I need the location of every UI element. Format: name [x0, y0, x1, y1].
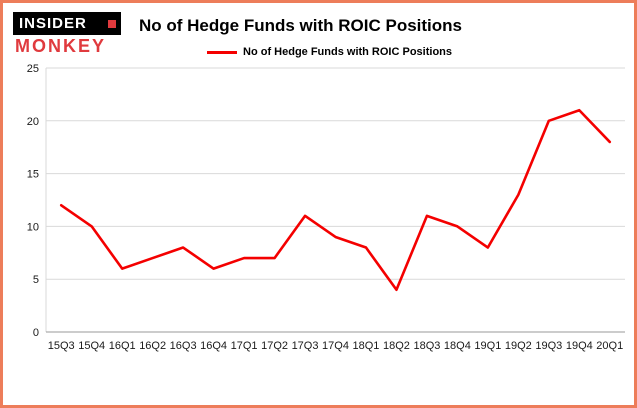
x-tick-label: 16Q4	[200, 340, 227, 352]
y-tick-label: 5	[33, 274, 39, 286]
x-tick-label: 15Q3	[48, 340, 75, 352]
x-tick-label: 17Q4	[322, 340, 349, 352]
x-tick-label: 16Q3	[170, 340, 197, 352]
x-tick-label: 19Q2	[505, 340, 532, 352]
legend: No of Hedge Funds with ROIC Positions	[207, 46, 462, 58]
logo-monkey-icon	[108, 19, 116, 28]
legend-line-swatch	[207, 50, 237, 54]
x-tick-label: 20Q1	[596, 340, 623, 352]
y-tick-label: 25	[27, 63, 39, 75]
x-tick-label: 15Q4	[78, 340, 105, 352]
x-tick-label: 19Q4	[566, 340, 593, 352]
y-tick-label: 15	[27, 169, 39, 181]
y-tick-label: 10	[27, 221, 39, 233]
x-tick-label: 18Q2	[383, 340, 410, 352]
chart-title: No of Hedge Funds with ROIC Positions	[139, 16, 462, 35]
y-tick-label: 20	[27, 116, 39, 128]
x-tick-label: 18Q3	[413, 340, 440, 352]
title-block: No of Hedge Funds with ROIC Positions No…	[139, 12, 462, 58]
logo-text-insider: INSIDER	[19, 15, 87, 32]
y-tick-label: 0	[33, 327, 39, 339]
x-tick-label: 19Q3	[535, 340, 562, 352]
insider-monkey-logo: INSIDER MONKEY	[13, 12, 121, 57]
legend-label: No of Hedge Funds with ROIC Positions	[243, 46, 452, 58]
chart-header: INSIDER MONKEY No of Hedge Funds with RO…	[3, 3, 634, 58]
x-tick-label: 17Q1	[231, 340, 258, 352]
x-tick-label: 16Q1	[109, 340, 136, 352]
x-tick-label: 17Q3	[292, 340, 319, 352]
x-tick-label: 16Q2	[139, 340, 166, 352]
x-tick-label: 17Q2	[261, 340, 288, 352]
series-line	[59, 108, 612, 292]
logo-text-monkey: MONKEY	[15, 36, 107, 56]
x-tick-label: 18Q4	[444, 340, 471, 352]
x-tick-label: 19Q1	[474, 340, 501, 352]
logo-top-row: INSIDER	[13, 12, 121, 35]
x-tick-label: 18Q1	[353, 340, 380, 352]
